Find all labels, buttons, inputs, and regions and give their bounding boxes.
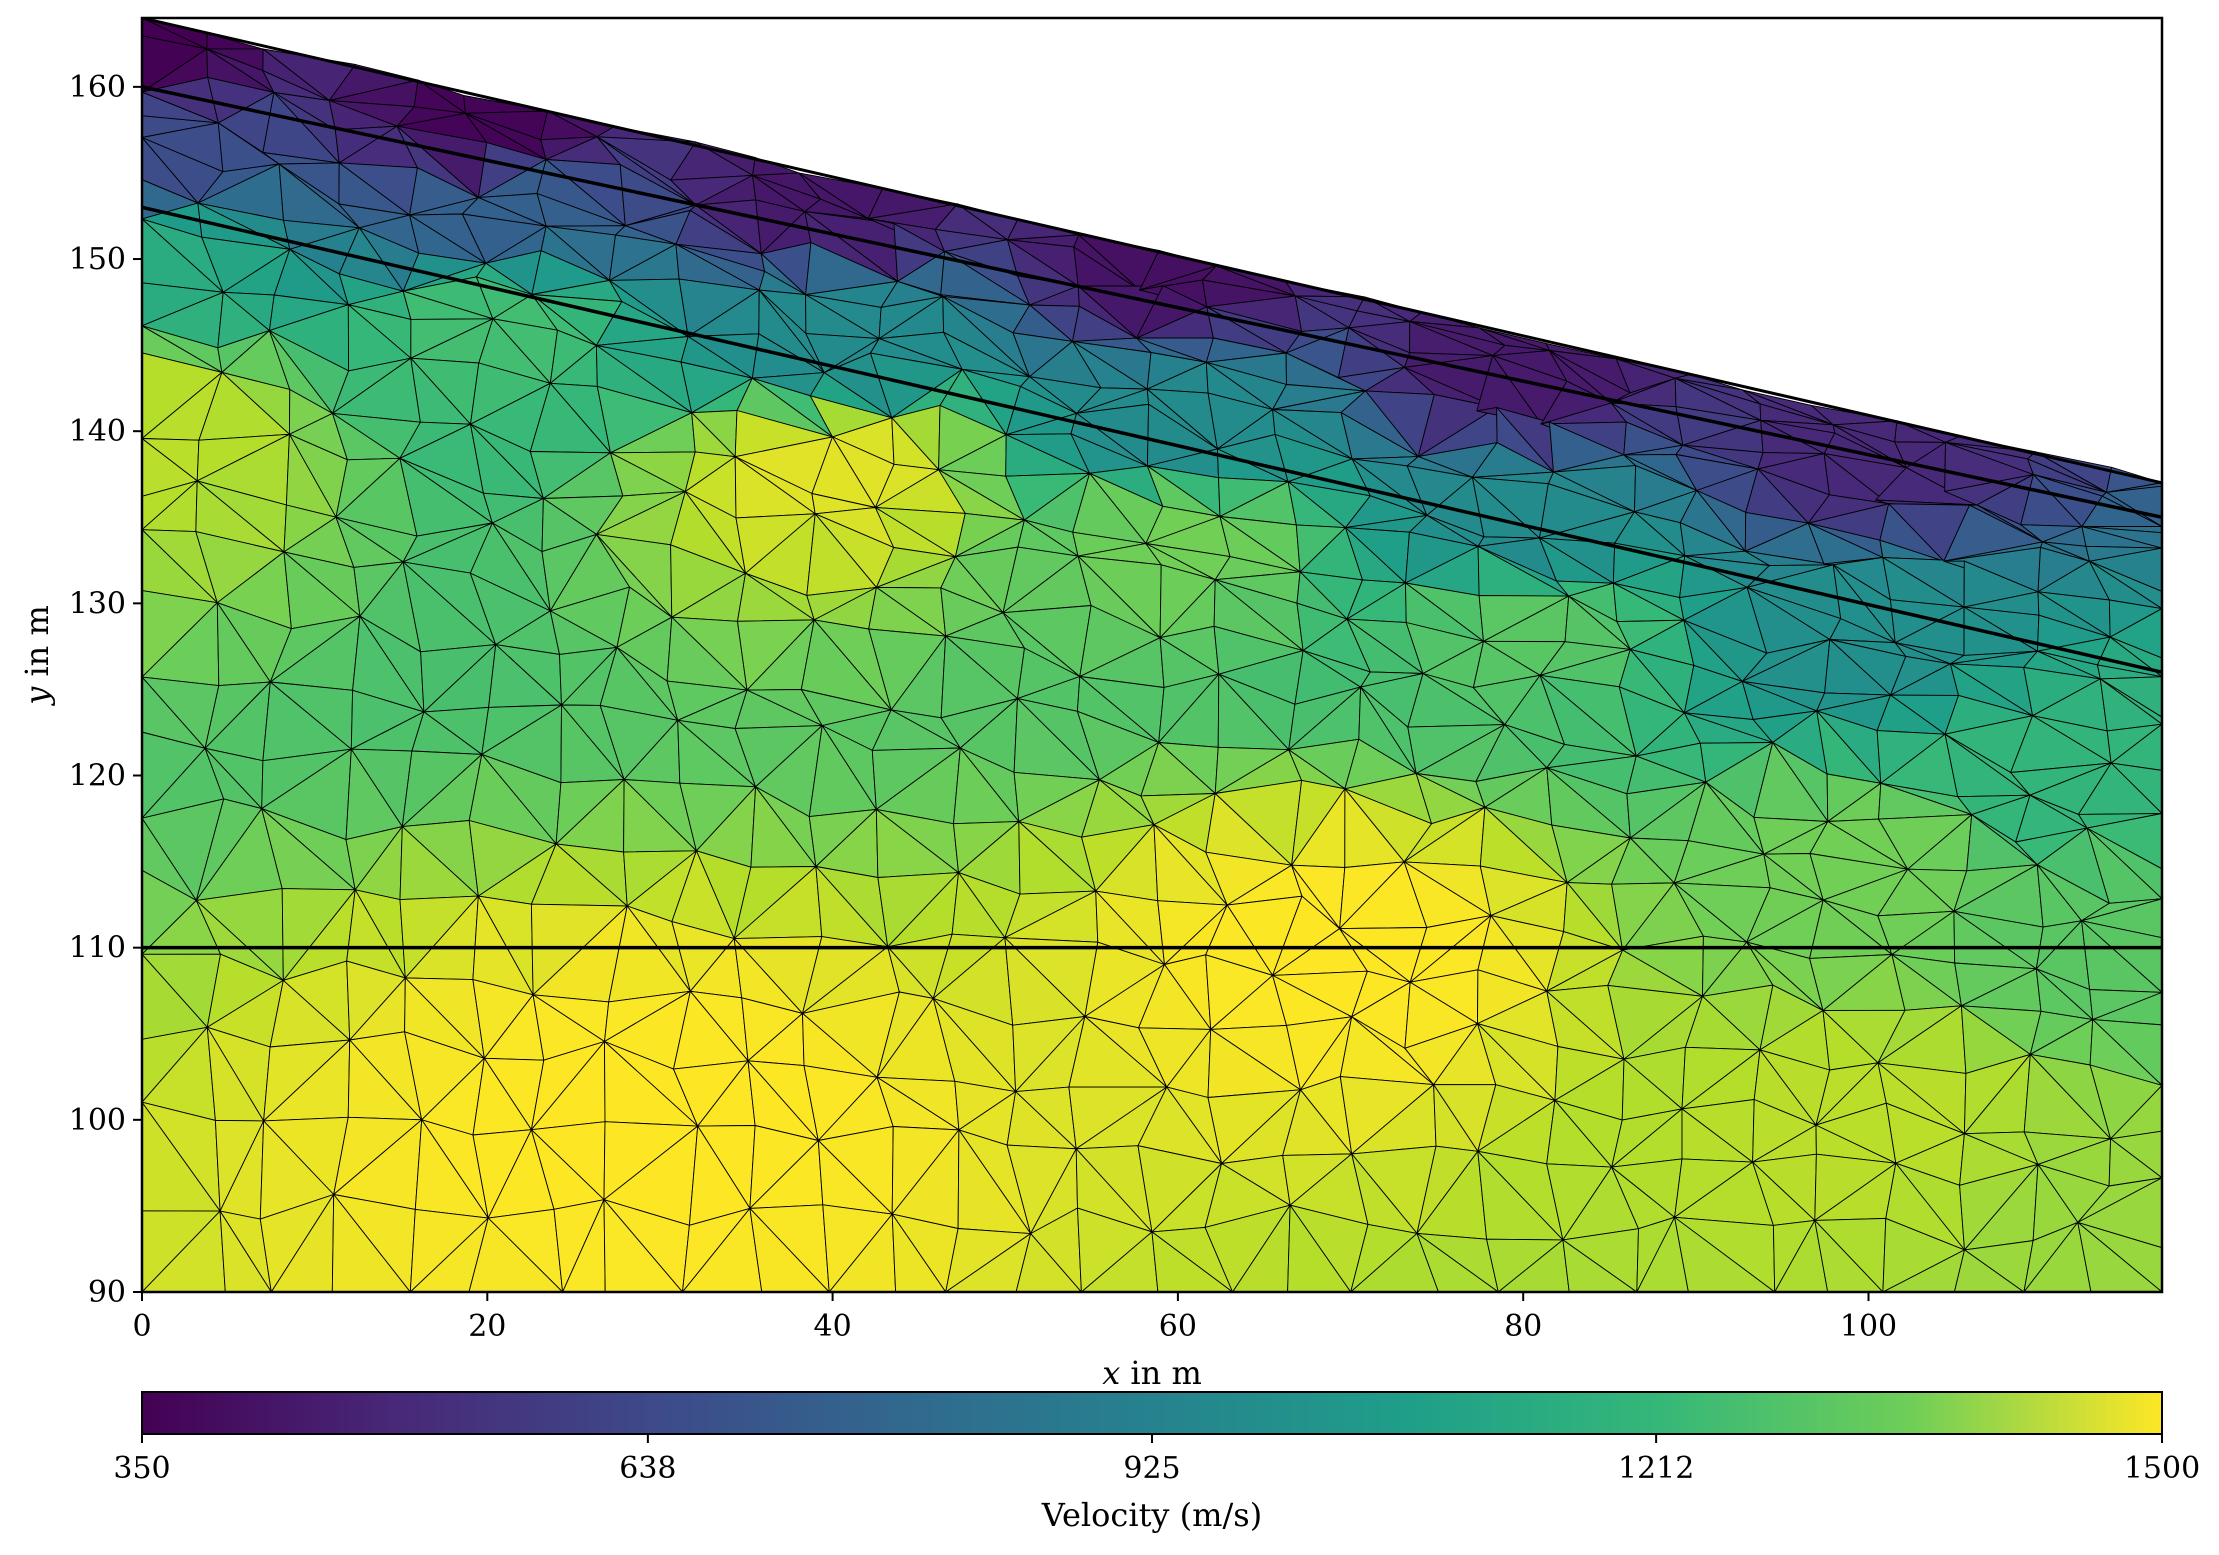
colorbar-tick-label: 1500 bbox=[2124, 1451, 2200, 1486]
mesh-cell bbox=[1416, 1232, 1500, 1292]
mesh-cell bbox=[463, 94, 548, 114]
plot-frame bbox=[140, 16, 2164, 1294]
mesh-cell bbox=[2077, 1221, 2162, 1292]
colorbar-tick-label: 638 bbox=[619, 1451, 676, 1486]
mesh-cell bbox=[468, 1217, 564, 1292]
mesh-cell bbox=[1562, 1238, 1638, 1292]
interface-line bbox=[142, 85, 2162, 519]
x-axis-label-text: in m bbox=[1120, 1354, 1202, 1392]
y-tick-label: 90 bbox=[88, 1275, 126, 1310]
x-axis: 0 20 40 60 80 100 bbox=[132, 1292, 1897, 1344]
y-tick-label: 100 bbox=[69, 1103, 126, 1138]
surface-line bbox=[142, 18, 2162, 485]
colorbar: 350 638 925 1212 1500 Velocity (m/s) bbox=[113, 1391, 2200, 1534]
mesh-cell bbox=[749, 1207, 830, 1292]
mesh-cell bbox=[219, 1210, 272, 1292]
x-tick-label: 80 bbox=[1504, 1309, 1542, 1344]
mesh-cell bbox=[1673, 1216, 1776, 1292]
x-axis-label: x in m bbox=[1102, 1354, 1202, 1392]
colorbar-tick-label: 1212 bbox=[1618, 1451, 1694, 1486]
layer-interfaces bbox=[142, 18, 2162, 950]
colorbar-ticks: 350 638 925 1212 1500 bbox=[113, 1434, 2200, 1486]
colorbar-tick-label: 350 bbox=[113, 1451, 170, 1486]
y-tick-label: 160 bbox=[69, 70, 126, 105]
mesh-cell bbox=[603, 1198, 684, 1292]
mesh-cell bbox=[1953, 1249, 2025, 1292]
y-tick-label: 110 bbox=[69, 931, 126, 966]
mesh-cell bbox=[1015, 1232, 1082, 1292]
velocity-mesh bbox=[142, 18, 2162, 1292]
x-tick-label: 60 bbox=[1159, 1309, 1197, 1344]
y-tick-label: 150 bbox=[69, 242, 126, 277]
y-axis: 90 100 110 120 130 140 150 160 bbox=[69, 70, 142, 1310]
y-tick-label: 140 bbox=[69, 414, 126, 449]
x-tick-label: 0 bbox=[132, 1309, 151, 1344]
x-axis-label-var: x bbox=[1102, 1354, 1120, 1392]
mesh-cell bbox=[1151, 1230, 1234, 1292]
x-tick-label: 100 bbox=[1840, 1309, 1897, 1344]
colorbar-gradient bbox=[141, 1391, 2163, 1435]
x-tick-label: 20 bbox=[468, 1309, 506, 1344]
mesh-cell bbox=[1287, 1203, 1352, 1292]
y-tick-label: 120 bbox=[69, 759, 126, 794]
colorbar-tick-label: 925 bbox=[1123, 1451, 1180, 1486]
y-axis-label: y in m bbox=[18, 605, 56, 707]
mesh-cell bbox=[891, 1212, 947, 1292]
mesh-cell bbox=[331, 1193, 411, 1292]
plot-area bbox=[140, 16, 2164, 1294]
y-axis-label-var: y bbox=[18, 686, 56, 707]
y-tick-label: 130 bbox=[69, 586, 126, 621]
interface-line bbox=[142, 205, 2162, 674]
x-tick-label: 40 bbox=[814, 1309, 852, 1344]
mesh-cell bbox=[1814, 1219, 1884, 1292]
y-axis-label-text: in m bbox=[18, 605, 56, 687]
colorbar-label: Velocity (m/s) bbox=[1041, 1496, 1262, 1534]
